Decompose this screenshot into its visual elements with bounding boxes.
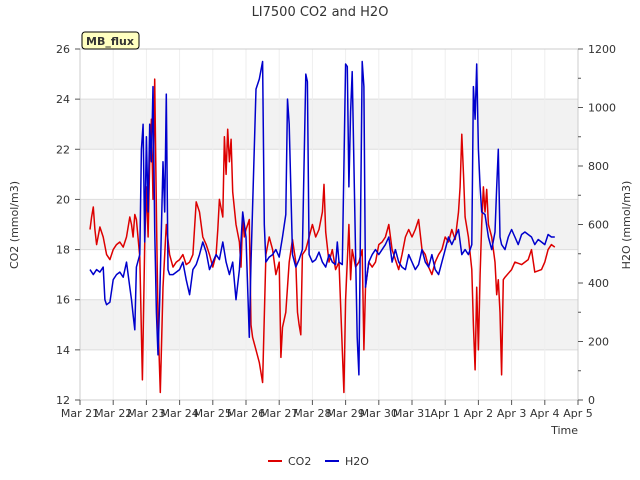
annotation-text: MB_flux [86, 35, 134, 48]
y-left-tick-label: 26 [56, 43, 70, 56]
x-tick-label: Mar 26 [227, 407, 265, 420]
x-tick-label: Mar 25 [194, 407, 232, 420]
y-right-tick-label: 600 [588, 219, 609, 232]
y-axis-label-left: CO2 (mmol/m3) [8, 181, 21, 269]
x-tick-label: Mar 24 [160, 407, 198, 420]
x-tick-label: Mar 23 [127, 407, 165, 420]
chart-title: LI7500 CO2 and H2O [252, 5, 389, 20]
annotation-box: MB_flux [81, 31, 140, 50]
y-right-tick-label: 1000 [588, 102, 616, 115]
band-shade [80, 99, 578, 150]
legend-label-h2o: H2O [345, 455, 369, 468]
annotation-box-bg [81, 31, 140, 50]
series-line-co2 [89, 78, 556, 394]
x-tick-label: Apr 5 [563, 407, 593, 420]
x-tick-label: Apr 2 [464, 407, 494, 420]
y-right-tick-label: 800 [588, 160, 609, 173]
x-tick-label: Apr 4 [530, 407, 560, 420]
x-tick-label: Mar 22 [94, 407, 132, 420]
x-tick-label: Apr 1 [430, 407, 460, 420]
x-tick-label: Mar 30 [360, 407, 398, 420]
y-left-tick-label: 16 [56, 294, 70, 307]
y-right-tick-label: 1200 [588, 43, 616, 56]
y-left-tick-label: 12 [56, 394, 70, 407]
y-right-tick-label: 200 [588, 336, 609, 349]
legend: CO2 H2O [268, 455, 369, 468]
series-line-h2o [89, 60, 555, 376]
axes-layer: 12 14 16 18 20 22 24 26 0 200 400 600 800 1000 1200 Mar… [56, 43, 616, 420]
x-axis-label: Time [550, 424, 578, 437]
legend-label-co2: CO2 [288, 455, 311, 468]
x-tick-label: Mar 27 [260, 407, 298, 420]
y-right-tick-label: 0 [588, 394, 595, 407]
y-left-tick-label: 24 [56, 93, 70, 106]
y-left-tick-label: 14 [56, 344, 70, 357]
y-left-tick-label: 22 [56, 143, 70, 156]
y-right-tick-label: 400 [588, 277, 609, 290]
y-axis-label-right: H2O (mmol/m3) [620, 181, 633, 270]
x-tick-label: Mar 21 [61, 407, 99, 420]
y-left-tick-label: 18 [56, 244, 70, 257]
x-tick-label: Apr 3 [497, 407, 527, 420]
series-layer [89, 60, 556, 394]
x-tick-label: Mar 29 [326, 407, 364, 420]
x-tick-label: Mar 28 [293, 407, 331, 420]
x-tick-label: Mar 31 [393, 407, 431, 420]
y-left-tick-label: 20 [56, 193, 70, 206]
